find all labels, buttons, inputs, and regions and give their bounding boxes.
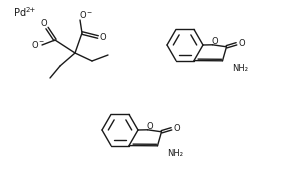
Text: O: O: [41, 20, 47, 29]
Text: O: O: [100, 33, 106, 42]
Text: O: O: [80, 11, 86, 20]
Text: −: −: [38, 39, 44, 43]
Text: NH₂: NH₂: [233, 64, 248, 73]
Text: O: O: [173, 124, 180, 133]
Text: O: O: [238, 39, 245, 48]
Text: O: O: [146, 122, 153, 131]
Text: 2+: 2+: [26, 7, 36, 13]
Text: NH₂: NH₂: [168, 149, 183, 158]
Text: Pd: Pd: [14, 8, 26, 18]
Text: O: O: [32, 40, 38, 49]
Text: O: O: [211, 37, 218, 46]
Text: −: −: [86, 10, 92, 14]
